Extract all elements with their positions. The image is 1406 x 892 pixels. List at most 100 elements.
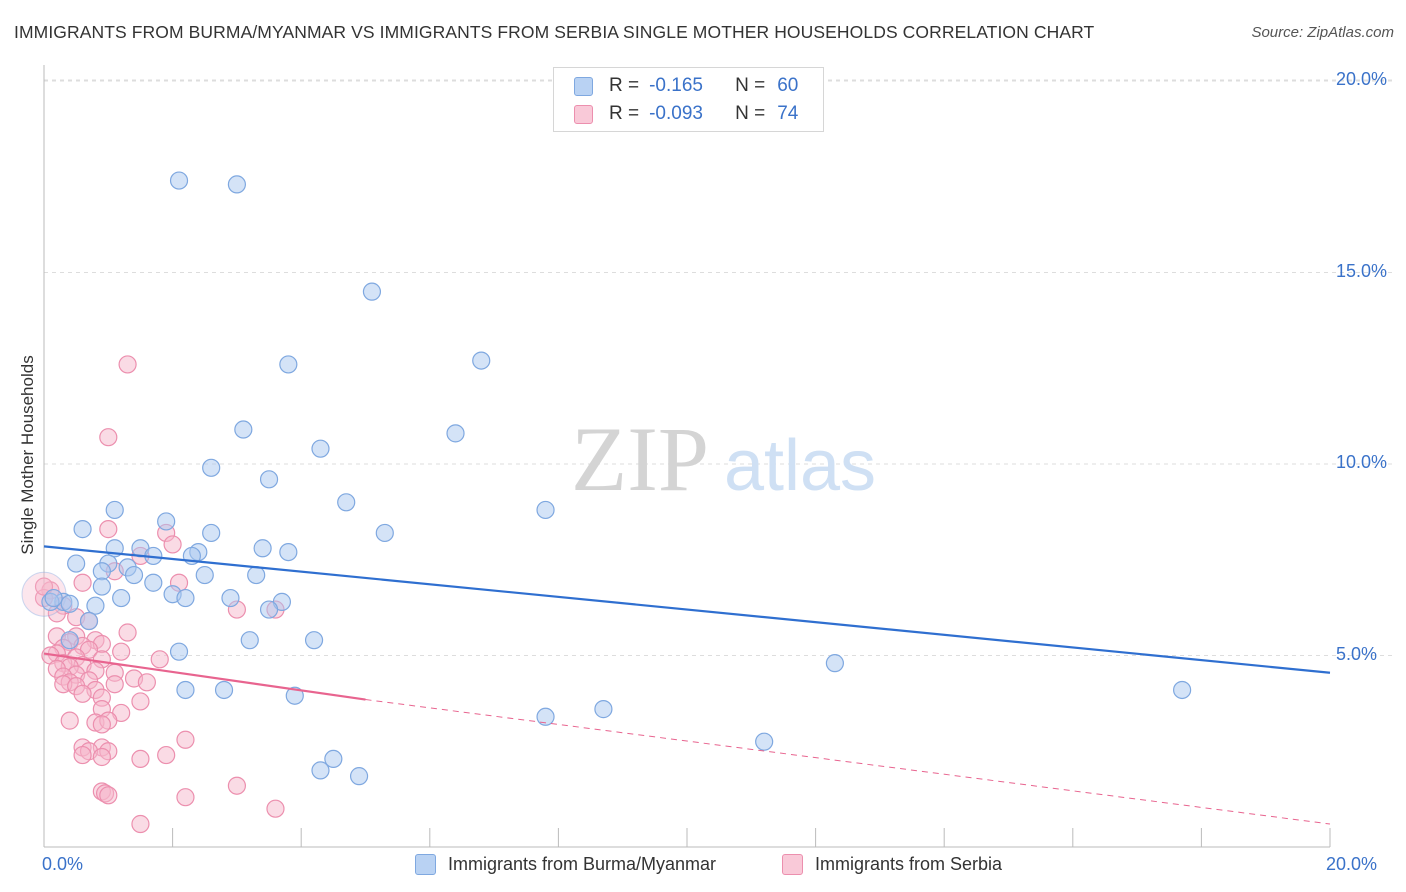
serbia-point xyxy=(105,675,124,694)
burma-legend-label: Immigrants from Burma/Myanmar xyxy=(448,853,717,874)
serbia-point xyxy=(73,684,92,703)
source-label: Source: ZipAtlas.com xyxy=(1251,24,1394,41)
y-tick-label-20: 20.0% xyxy=(1336,69,1388,89)
burma-r-value: -0.165 xyxy=(649,75,703,96)
burma-point xyxy=(259,470,279,489)
serbia-point xyxy=(131,814,150,834)
serbia-point xyxy=(73,573,92,592)
burma-point xyxy=(67,554,86,573)
burma-points xyxy=(41,171,1192,786)
burma-point xyxy=(227,175,246,194)
serbia-point xyxy=(176,730,195,749)
watermark-atlas: atlas xyxy=(724,426,876,506)
serbia-r-value: -0.093 xyxy=(649,103,703,124)
burma-point xyxy=(253,539,272,558)
serbia-point xyxy=(157,745,176,765)
burma-point xyxy=(259,600,279,619)
burma-point xyxy=(144,573,163,592)
serbia-point xyxy=(99,520,118,539)
correlation-legend: R = -0.165 N = 60 R = -0.093 N = 74 xyxy=(553,67,824,132)
serbia-point xyxy=(73,745,92,765)
burma-point xyxy=(755,732,774,751)
y-tick-label-5: 5.0% xyxy=(1336,643,1378,664)
burma-swatch xyxy=(574,76,593,96)
legend-item-burma[interactable]: Immigrants from Burma/Myanmar xyxy=(415,852,716,876)
burma-point xyxy=(92,577,111,596)
burma-point xyxy=(234,420,253,439)
burma-point xyxy=(594,700,613,719)
watermark-zip: ZIP xyxy=(571,408,709,510)
serbia-point xyxy=(60,711,79,730)
serbia-point xyxy=(227,776,246,795)
burma-point xyxy=(349,767,369,786)
serbia-swatch xyxy=(574,104,593,124)
burma-point xyxy=(337,493,356,512)
serbia-point xyxy=(118,623,137,642)
burma-point xyxy=(124,565,144,585)
burma-point xyxy=(285,686,304,705)
serbia-legend-label: Immigrants from Serbia xyxy=(815,853,1003,874)
burma-point xyxy=(472,351,491,370)
burma-point xyxy=(536,707,555,726)
axes xyxy=(43,65,1331,848)
n-label: N = xyxy=(735,75,766,96)
burma-point xyxy=(279,355,298,374)
burma-point xyxy=(169,642,189,661)
burma-point xyxy=(195,565,214,585)
r-label: R = xyxy=(609,103,640,124)
burma-point xyxy=(86,596,105,615)
serbia-points xyxy=(21,355,285,834)
burma-point xyxy=(240,631,259,650)
n-label: N = xyxy=(735,103,766,124)
burma-legend-swatch xyxy=(415,853,436,875)
burma-point xyxy=(304,631,324,650)
serbia-point xyxy=(150,650,169,669)
serbia-point xyxy=(266,799,285,818)
r-label: R = xyxy=(609,75,640,96)
burma-point xyxy=(221,588,240,608)
serbia-point xyxy=(92,715,111,734)
burma-point xyxy=(73,520,92,539)
burma-point xyxy=(214,680,234,700)
serbia-point xyxy=(118,355,137,374)
burma-point xyxy=(92,562,111,581)
burma-point xyxy=(60,631,79,650)
serbia-point xyxy=(176,788,195,807)
burma-trend-line xyxy=(43,545,1331,674)
burma-point xyxy=(44,588,63,608)
chart-title: IMMIGRANTS FROM BURMA/MYANMAR VS IMMIGRA… xyxy=(14,22,1095,42)
burma-point xyxy=(311,439,330,458)
serbia-point xyxy=(112,642,131,661)
burma-point xyxy=(169,171,189,190)
legend-item-serbia[interactable]: Immigrants from Serbia xyxy=(782,852,1002,876)
serbia-point xyxy=(163,535,182,554)
legend-row-serbia: R = -0.093 N = 74 xyxy=(574,101,798,127)
y-tick-label-10: 10.0% xyxy=(1336,452,1388,472)
serbia-n-value: 74 xyxy=(777,103,799,124)
serbia-point xyxy=(137,673,156,692)
burma-point xyxy=(247,565,266,585)
burma-point xyxy=(362,282,382,301)
burma-point xyxy=(825,654,844,673)
burma-point xyxy=(176,680,195,700)
x-tick-label-min: 0.0% xyxy=(42,854,84,874)
burma-point xyxy=(79,611,99,631)
burma-point xyxy=(202,523,221,543)
y-tick-label-15: 15.0% xyxy=(1336,260,1388,281)
serbia-point xyxy=(99,786,118,805)
burma-point xyxy=(446,424,465,443)
serbia-point xyxy=(99,428,118,447)
x-tick-label-max: 20.0% xyxy=(1326,854,1378,874)
serbia-legend-swatch xyxy=(782,853,803,875)
burma-point xyxy=(1173,680,1192,700)
serbia-point xyxy=(131,692,150,711)
burma-point xyxy=(105,500,124,520)
burma-point xyxy=(279,542,298,562)
serbia-trend-line xyxy=(43,652,366,701)
burma-point xyxy=(375,523,394,543)
serbia-point xyxy=(131,749,150,769)
legend-row-burma: R = -0.165 N = 60 xyxy=(574,73,798,99)
burma-point xyxy=(202,458,221,477)
burma-point xyxy=(176,588,195,608)
